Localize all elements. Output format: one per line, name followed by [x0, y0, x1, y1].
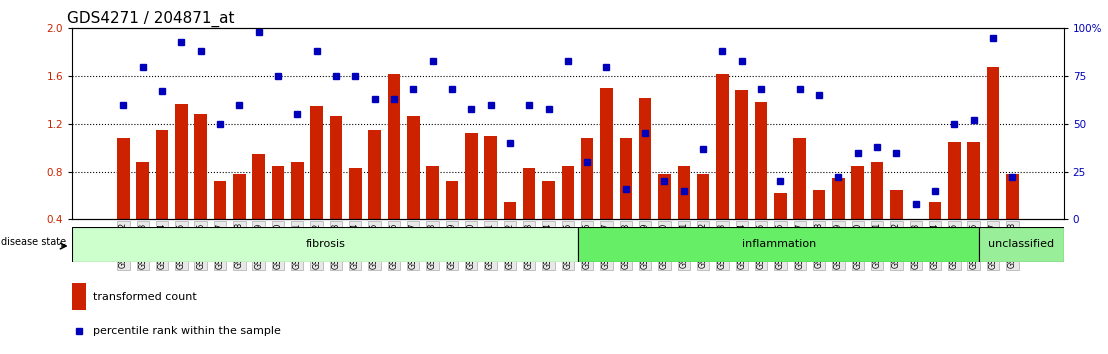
Bar — [562, 166, 574, 219]
Bar — [330, 115, 342, 219]
Bar — [484, 136, 496, 219]
Bar — [581, 138, 594, 219]
Text: unclassified: unclassified — [988, 239, 1055, 249]
Bar — [310, 106, 322, 219]
Bar — [194, 114, 207, 219]
Bar — [214, 181, 226, 219]
Bar — [890, 190, 903, 219]
Bar — [736, 91, 748, 219]
Bar — [136, 162, 148, 219]
Bar — [445, 181, 459, 219]
Bar — [979, 227, 1064, 262]
Bar — [716, 74, 729, 219]
Bar — [658, 174, 670, 219]
Bar — [271, 166, 285, 219]
Bar — [910, 219, 922, 222]
Bar — [948, 142, 961, 219]
Text: fibrosis: fibrosis — [306, 239, 346, 249]
Bar — [578, 227, 979, 262]
Bar — [117, 138, 130, 219]
Bar — [619, 138, 632, 219]
Text: GDS4271 / 204871_at: GDS4271 / 204871_at — [68, 11, 235, 27]
Bar — [253, 154, 265, 219]
Bar — [349, 168, 361, 219]
Bar — [388, 74, 400, 219]
Bar — [697, 174, 709, 219]
Bar — [465, 133, 478, 219]
Bar — [967, 142, 979, 219]
Bar — [639, 98, 652, 219]
Text: disease state: disease state — [1, 238, 66, 247]
Text: inflammation: inflammation — [741, 239, 815, 249]
Bar — [1006, 174, 1018, 219]
Bar — [677, 166, 690, 219]
Bar — [755, 102, 768, 219]
Bar — [774, 193, 787, 219]
Bar — [233, 174, 246, 219]
Bar — [407, 115, 420, 219]
Bar — [929, 201, 942, 219]
Bar — [72, 283, 86, 310]
Bar — [427, 166, 439, 219]
Bar — [368, 130, 381, 219]
Bar — [832, 178, 844, 219]
Bar — [871, 162, 883, 219]
Bar — [542, 181, 555, 219]
Bar — [851, 166, 864, 219]
Bar — [523, 168, 535, 219]
Bar — [504, 201, 516, 219]
Bar — [793, 138, 806, 219]
Bar — [601, 88, 613, 219]
Text: percentile rank within the sample: percentile rank within the sample — [93, 326, 281, 336]
Bar — [156, 130, 168, 219]
Bar — [291, 162, 304, 219]
Bar — [987, 67, 999, 219]
Bar — [175, 104, 187, 219]
Bar — [813, 190, 825, 219]
Bar — [72, 227, 578, 262]
Text: transformed count: transformed count — [93, 292, 197, 302]
